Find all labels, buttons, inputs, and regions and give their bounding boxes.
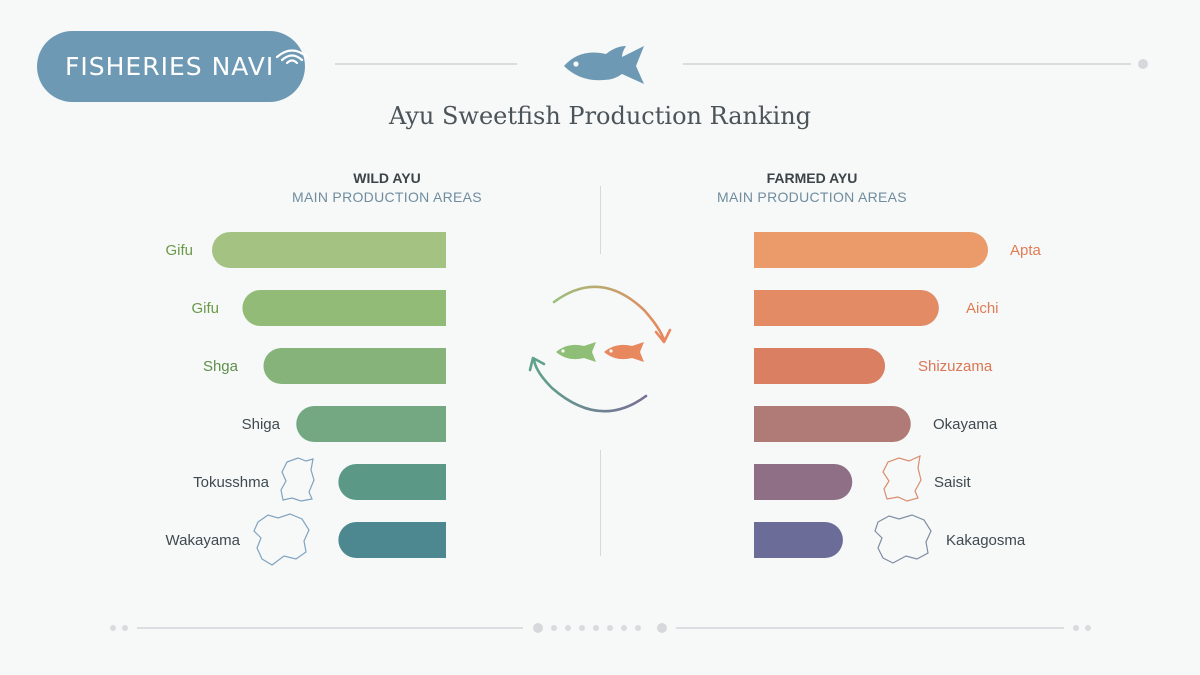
farmed-bar	[754, 406, 911, 442]
farmed-bar	[754, 290, 939, 326]
farmed-bar-label: Aichi	[966, 300, 999, 317]
fish-icon	[564, 46, 644, 84]
wild-bar-label: Shga	[203, 358, 239, 375]
center-divider-top	[600, 186, 601, 254]
wild-bar	[263, 348, 446, 384]
wild-heading: WILD AYU	[353, 170, 421, 186]
wild-bar-label: Wakayama	[166, 532, 241, 549]
farmed-bar	[754, 464, 853, 500]
center-divider-bottom	[600, 450, 601, 556]
brand-logo-text: FISHERIES NAVI	[65, 52, 275, 81]
farmed-subheading: MAIN PRODUCTION AREAS	[717, 189, 907, 205]
wild-bar-label: Tokusshma	[193, 474, 270, 491]
farmed-bar-label: Saisit	[934, 474, 972, 491]
farmed-bar	[754, 348, 886, 384]
farmed-bar	[754, 522, 843, 558]
wild-bar	[296, 406, 446, 442]
farmed-panel-heading: FARMED AYU MAIN PRODUCTION AREAS	[662, 170, 962, 205]
header-divider-left	[335, 63, 517, 65]
cycle-arrows-icon	[528, 285, 672, 413]
wild-bar-label: Gifu	[191, 300, 219, 317]
brand-logo[interactable]: FISHERIES NAVI	[37, 31, 309, 102]
header-divider-dot	[1138, 59, 1148, 69]
orange-fish-icon	[604, 342, 644, 362]
header-divider-right	[683, 63, 1131, 65]
wild-bar	[338, 464, 446, 500]
wild-bar-label: Shiga	[242, 416, 281, 433]
wild-subheading: MAIN PRODUCTION AREAS	[292, 189, 482, 205]
farmed-bar	[754, 232, 988, 268]
page-title: Ayu Sweetfish Production Ranking	[388, 102, 812, 130]
prefecture-outline-icon	[874, 514, 932, 564]
wild-bar	[338, 522, 446, 558]
farmed-bar-label: Shizuzama	[918, 358, 993, 375]
wild-bar	[242, 290, 446, 326]
farmed-bar-label: Apta	[1010, 242, 1042, 259]
prefecture-outline-icon	[882, 454, 922, 502]
prefecture-outline-icon	[280, 457, 315, 502]
farmed-heading: FARMED AYU	[766, 170, 858, 186]
wild-panel-heading: WILD AYU MAIN PRODUCTION AREAS	[237, 170, 537, 205]
wild-bar	[212, 232, 446, 268]
wild-bar-label: Gifu	[165, 242, 193, 259]
wifi-waves-icon	[275, 49, 309, 65]
prefecture-outline-icon	[253, 513, 310, 566]
farmed-bar-label: Okayama	[933, 416, 998, 433]
ranking-bar-charts: Gifu Gifu Shga Shiga Tokusshma Wakayama Apta Ai…	[165, 232, 1042, 566]
farmed-bar-label: Kakagosma	[946, 532, 1026, 549]
footer-divider	[110, 623, 1091, 633]
green-fish-icon	[556, 342, 596, 362]
